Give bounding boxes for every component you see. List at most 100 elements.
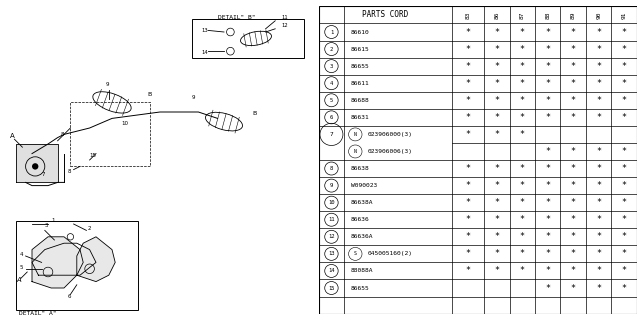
Text: W090023: W090023 [351,183,377,188]
Text: *: * [621,249,627,258]
Polygon shape [16,144,58,182]
Text: *: * [494,181,499,190]
Text: *: * [571,284,576,292]
Text: 86: 86 [494,11,499,19]
Text: *: * [466,79,470,88]
Text: *: * [571,62,576,71]
Text: *: * [494,79,499,88]
Text: *: * [621,267,627,276]
Text: *: * [520,62,525,71]
Text: *: * [596,198,601,207]
Text: *: * [596,96,601,105]
Text: *: * [621,198,627,207]
Text: 11: 11 [282,15,289,20]
Text: B: B [253,111,257,116]
Text: *: * [494,96,499,105]
Text: 4: 4 [330,81,333,86]
Text: *: * [520,164,525,173]
Text: *: * [571,249,576,258]
Text: 13: 13 [202,28,208,33]
Text: *: * [545,181,550,190]
Text: *: * [466,215,470,224]
Polygon shape [77,237,115,282]
Text: *: * [466,249,470,258]
Text: *: * [545,267,550,276]
Text: *: * [494,198,499,207]
Bar [192,19,304,58]
Text: 88: 88 [545,11,550,19]
Text: *: * [571,147,576,156]
Circle shape [32,163,38,170]
Text: *: * [545,44,550,53]
Text: 8: 8 [330,166,333,171]
Bar [70,102,150,166]
Text: *: * [494,249,499,258]
Text: *: * [621,147,627,156]
Text: 15: 15 [90,153,97,158]
Text: 86610: 86610 [351,29,369,35]
Text: *: * [545,79,550,88]
Text: 13: 13 [328,252,335,256]
Text: *: * [520,44,525,53]
Text: *: * [621,28,627,36]
Text: 9: 9 [192,95,195,100]
Text: *: * [571,164,576,173]
Text: *: * [596,44,601,53]
Text: *: * [520,232,525,241]
Text: 12: 12 [282,23,289,28]
Text: 89: 89 [571,11,576,19]
Text: *: * [520,130,525,139]
Text: *: * [571,79,576,88]
Text: *: * [621,164,627,173]
Text: 8: 8 [67,169,70,174]
Text: *: * [545,198,550,207]
Text: *: * [596,113,601,122]
Text: 86655: 86655 [351,64,369,68]
Text: 86638: 86638 [351,166,369,171]
Text: *: * [545,96,550,105]
Text: 86655: 86655 [351,285,369,291]
Text: 7: 7 [42,172,45,177]
Text: 86636A: 86636A [351,234,373,239]
Text: *: * [520,96,525,105]
Text: *: * [571,181,576,190]
Text: *: * [494,44,499,53]
Text: *: * [466,44,470,53]
Text: 6: 6 [67,294,70,299]
Text: 87: 87 [520,11,525,19]
Text: *: * [466,267,470,276]
Text: *: * [494,28,499,36]
Text: *: * [494,164,499,173]
Text: *: * [596,181,601,190]
Text: 12: 12 [328,234,335,239]
Text: *: * [520,181,525,190]
Text: *: * [466,96,470,105]
Text: DETAIL" B": DETAIL" B" [218,15,255,20]
Text: *: * [621,284,627,292]
Text: *: * [466,198,470,207]
Text: 1: 1 [330,29,333,35]
Text: A: A [10,132,14,139]
Text: B: B [147,92,152,97]
Text: *: * [520,267,525,276]
Text: *: * [466,28,470,36]
Text: 86688: 86688 [351,98,369,103]
Text: *: * [621,62,627,71]
Text: 14: 14 [328,268,335,273]
Text: *: * [545,113,550,122]
Text: *: * [621,232,627,241]
Text: 86638A: 86638A [351,200,373,205]
Text: *: * [520,113,525,122]
Text: *: * [596,232,601,241]
Text: *: * [466,181,470,190]
Text: *: * [571,96,576,105]
Text: *: * [621,44,627,53]
Text: *: * [545,284,550,292]
Text: 88088A: 88088A [351,268,373,273]
Text: *: * [545,215,550,224]
Text: 8: 8 [61,132,64,137]
Text: *: * [520,249,525,258]
Text: 90: 90 [596,11,601,19]
Text: 4: 4 [19,252,22,257]
Text: 86615: 86615 [351,47,369,52]
